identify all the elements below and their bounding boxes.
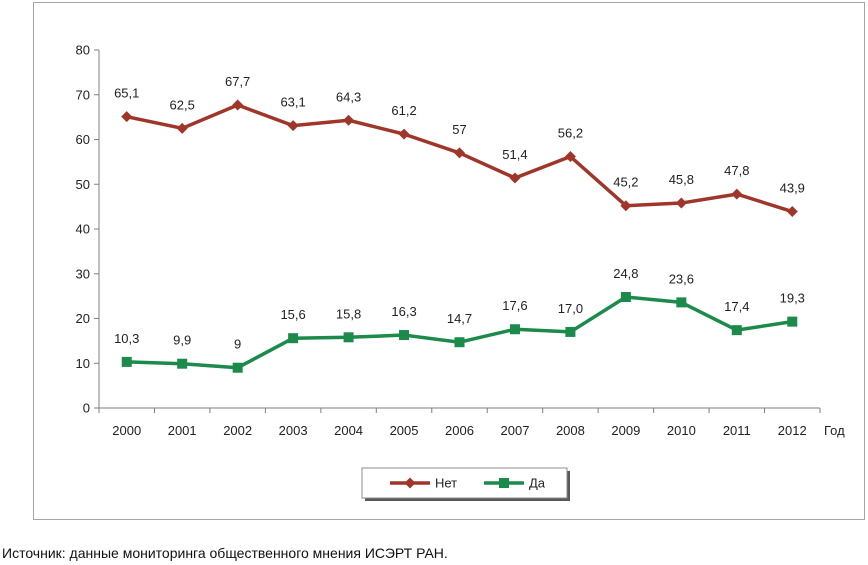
y-tick-label: 20 (76, 311, 90, 326)
data-label: 23,6 (669, 271, 694, 286)
data-label: 65,1 (114, 86, 139, 101)
y-tick-label: 0 (83, 401, 90, 416)
data-point-marker (343, 332, 354, 343)
data-point-marker (177, 358, 188, 369)
y-tick-label: 80 (76, 43, 90, 58)
legend-marker (499, 478, 509, 488)
data-point-marker (676, 297, 687, 308)
legend: Нет Да (361, 467, 570, 501)
data-label: 24,8 (613, 266, 638, 281)
data-point-marker (454, 337, 465, 348)
data-label: 17,6 (502, 298, 527, 313)
y-tick-label: 60 (76, 132, 90, 147)
data-label: 17,0 (558, 301, 583, 316)
data-label: 17,4 (724, 299, 749, 314)
y-tick-label: 10 (76, 356, 90, 371)
data-label: 47,8 (724, 163, 749, 178)
data-point-marker (121, 111, 133, 123)
data-label: 9 (234, 337, 241, 352)
data-label: 45,8 (669, 172, 694, 187)
data-point-marker (731, 188, 743, 200)
data-point-marker (564, 151, 576, 163)
x-tick-label: 2010 (667, 423, 696, 438)
data-point-marker (620, 200, 632, 212)
data-point-marker (343, 114, 355, 126)
x-tick-label: 2012 (778, 423, 807, 438)
data-label: 15,8 (336, 306, 361, 321)
axes: 0 10 20 30 40 50 60 70 80 2000 2001 2002 2003 2004 200… (76, 43, 846, 439)
x-tick-label: 2006 (445, 423, 474, 438)
x-tick-label: 2011 (723, 423, 751, 438)
line-chart: 0 10 20 30 40 50 60 70 80 2000 2001 2002 2003 2004 200… (76, 43, 846, 501)
x-tick-label: 2000 (112, 423, 141, 438)
data-label: 45,2 (613, 175, 638, 190)
data-label: 10,3 (114, 331, 139, 346)
data-point-marker (620, 292, 631, 303)
data-label: 19,3 (780, 291, 805, 306)
data-label: 63,1 (280, 95, 305, 110)
data-point-marker (121, 356, 132, 367)
data-label: 9,9 (173, 333, 191, 348)
data-label: 57 (452, 122, 466, 137)
data-point-marker (287, 120, 299, 132)
source-note: Источник: данные мониторинга общественно… (2, 545, 448, 561)
data-label: 15,6 (280, 307, 305, 322)
legend-marker (404, 477, 416, 489)
data-point-marker (509, 172, 521, 184)
series-line-da (126, 295, 793, 370)
data-point-marker (786, 206, 798, 218)
x-tick-label: 2001 (168, 423, 197, 438)
y-tick-label: 40 (76, 222, 90, 237)
data-point-marker (675, 197, 687, 209)
data-point-marker (176, 122, 188, 134)
x-axis-title: Год (824, 423, 845, 438)
x-tick-label: 2007 (501, 423, 530, 438)
x-tick-label: 2002 (223, 423, 252, 438)
data-point-marker (565, 326, 576, 337)
y-tick-label: 30 (76, 266, 90, 281)
data-point-marker (232, 362, 243, 373)
series-layer (121, 99, 798, 373)
data-label: 56,2 (558, 126, 583, 141)
data-point-marker (509, 324, 520, 335)
data-label: 51,4 (502, 147, 527, 162)
chart-frame: 0 10 20 30 40 50 60 70 80 2000 2001 2002 2003 2004 200… (33, 2, 865, 520)
data-labels: 65,1 62,5 67,7 63,1 64,3 61,2 57 51,4 56,2 45,2 45… (114, 74, 805, 352)
data-label: 64,3 (336, 89, 361, 104)
x-tick-label: 2009 (611, 423, 640, 438)
x-tick-label: 2008 (556, 423, 585, 438)
data-point-marker (399, 330, 410, 341)
data-label: 61,2 (391, 103, 416, 118)
data-point-marker (398, 128, 410, 140)
data-label: 16,3 (391, 304, 416, 319)
y-tick-label: 50 (76, 177, 90, 192)
data-label: 14,7 (447, 311, 472, 326)
data-label: 67,7 (225, 74, 250, 89)
data-point-marker (731, 325, 742, 336)
data-label: 43,9 (780, 181, 805, 196)
data-point-marker (232, 99, 244, 111)
x-tick-label: 2004 (334, 423, 363, 438)
x-tick-label: 2005 (390, 423, 419, 438)
data-label: 62,5 (170, 97, 195, 112)
data-point-marker (288, 333, 299, 344)
data-point-marker (787, 316, 798, 327)
legend-label: Да (529, 476, 546, 491)
y-tick-label: 70 (76, 87, 90, 102)
data-point-marker (454, 147, 465, 159)
x-tick-label: 2003 (279, 423, 308, 438)
legend-label: Нет (435, 476, 457, 491)
